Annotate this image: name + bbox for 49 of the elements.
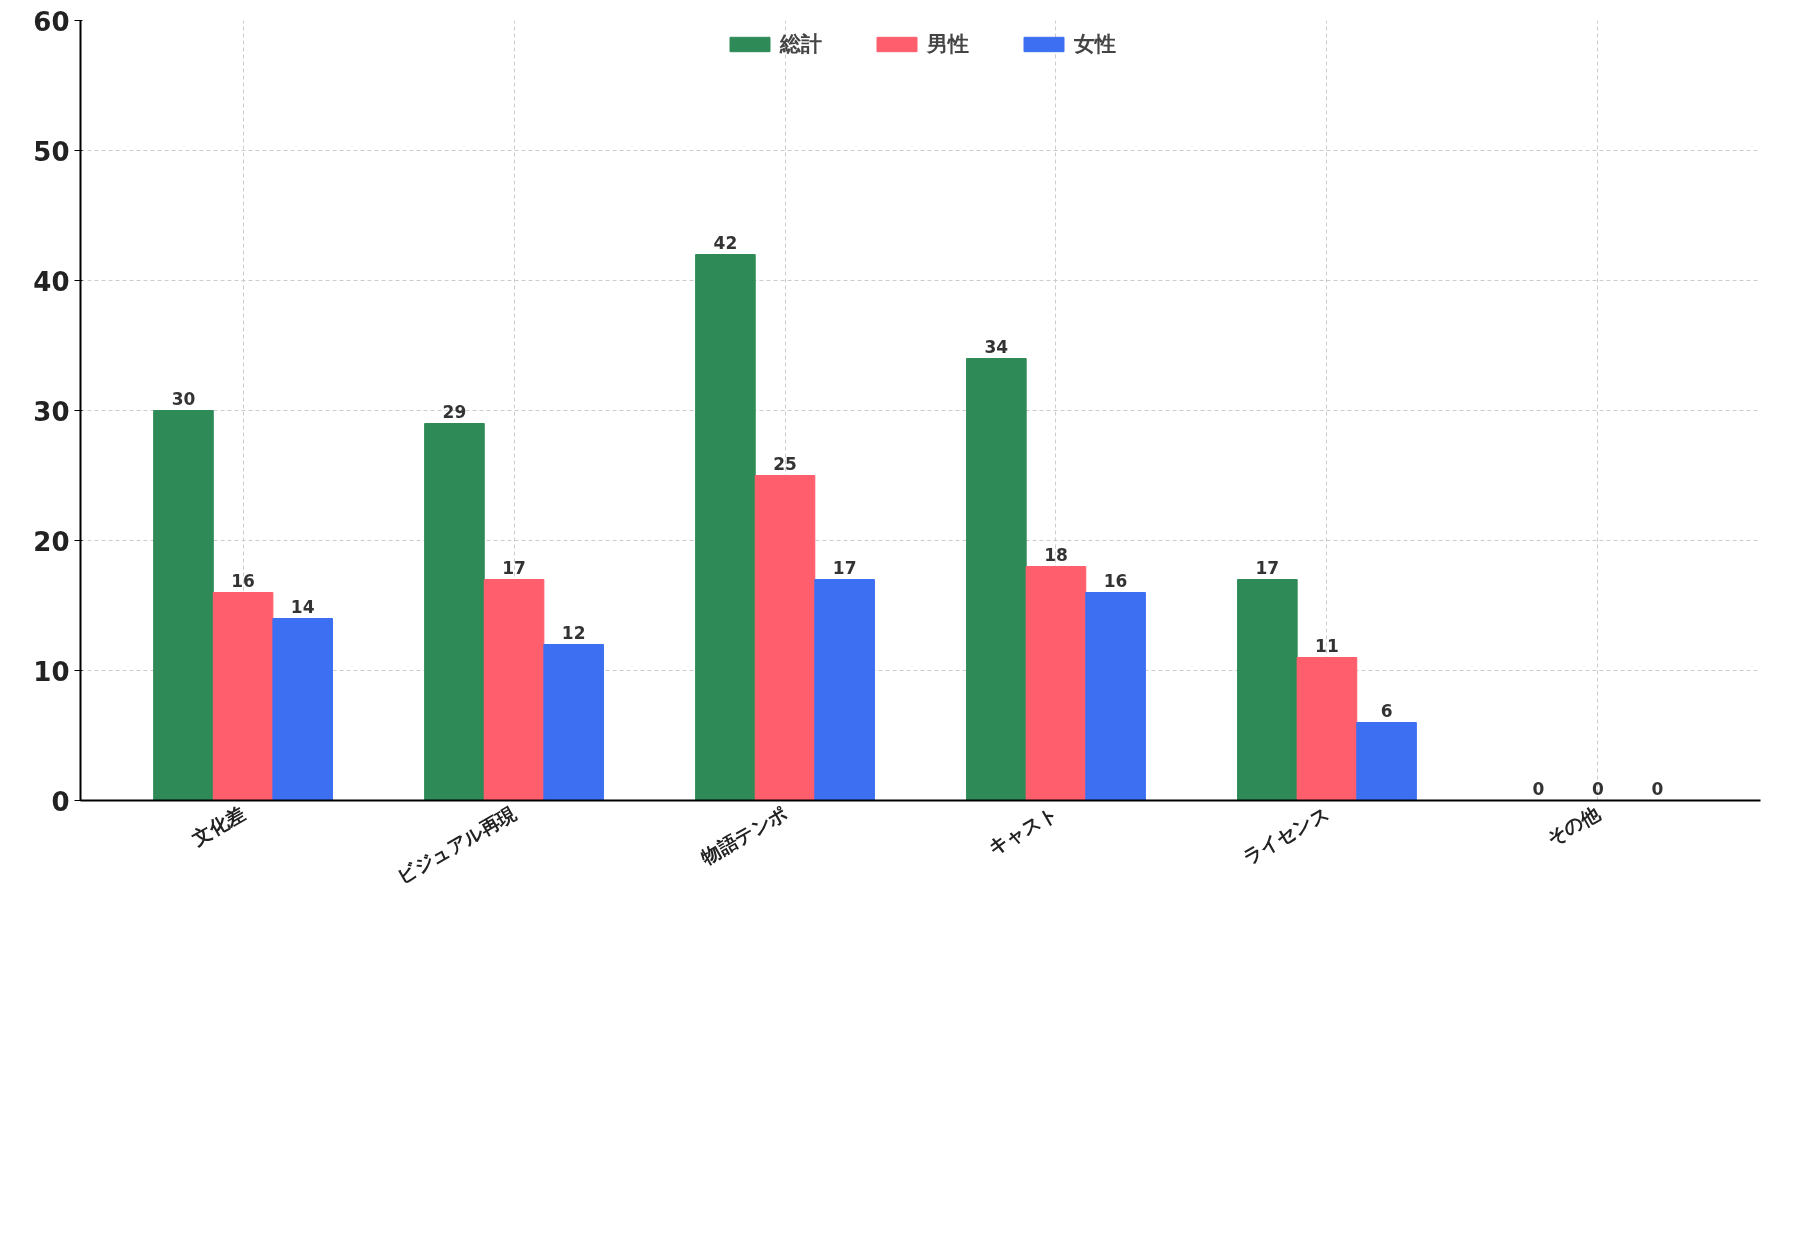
data-label: 0: [1651, 778, 1664, 799]
bar: [483, 579, 545, 801]
x-tick-label: その他: [1542, 801, 1605, 850]
bar: [1237, 579, 1298, 801]
y-tick-label: 30: [33, 396, 70, 427]
data-label: 42: [713, 232, 738, 253]
x-tick-label: 物語テンポ: [696, 801, 791, 869]
legend-label: 総計: [779, 31, 822, 58]
data-label: 25: [773, 453, 797, 474]
bar: [212, 592, 274, 801]
y-tick-label: 60: [33, 6, 70, 37]
data-label: 17: [832, 557, 857, 578]
y-tick-label: 0: [51, 786, 70, 817]
data-label: 30: [171, 388, 196, 409]
bar: [424, 423, 485, 801]
y-tick-label: 50: [33, 136, 70, 167]
data-label: 6: [1380, 700, 1393, 721]
legend-label: 男性: [926, 31, 969, 58]
data-label: 12: [561, 622, 586, 643]
data-label: 11: [1315, 635, 1339, 656]
y-tick-label: 20: [33, 526, 70, 557]
bar: [754, 475, 816, 801]
bar: [272, 618, 333, 801]
data-label: 29: [442, 401, 467, 422]
x-tick-label: キャスト: [984, 801, 1062, 859]
data-label: 17: [1255, 557, 1280, 578]
data-label: 14: [290, 596, 315, 617]
bar: [814, 579, 875, 801]
bar: [695, 254, 756, 801]
data-label: 16: [231, 570, 255, 591]
bar: [543, 644, 604, 801]
bar: [966, 358, 1027, 801]
data-label: 18: [1044, 544, 1068, 565]
data-label: 17: [502, 557, 526, 578]
bar: [1085, 592, 1146, 801]
x-tick-label: ライセンス: [1239, 801, 1333, 869]
bar: [1356, 722, 1417, 801]
data-label: 0: [1532, 778, 1545, 799]
x-tick-label: ビジュアル再現: [393, 801, 521, 888]
bar: [153, 410, 214, 801]
bar: [1025, 566, 1087, 801]
legend-label: 女性: [1073, 31, 1116, 58]
data-label: 0: [1592, 778, 1605, 799]
data-label: 34: [984, 336, 1009, 357]
bar: [1296, 657, 1358, 801]
y-tick-label: 40: [33, 266, 70, 297]
y-tick-label: 10: [33, 656, 70, 687]
data-label: 16: [1103, 570, 1128, 591]
x-tick-label: 文化差: [187, 801, 249, 850]
